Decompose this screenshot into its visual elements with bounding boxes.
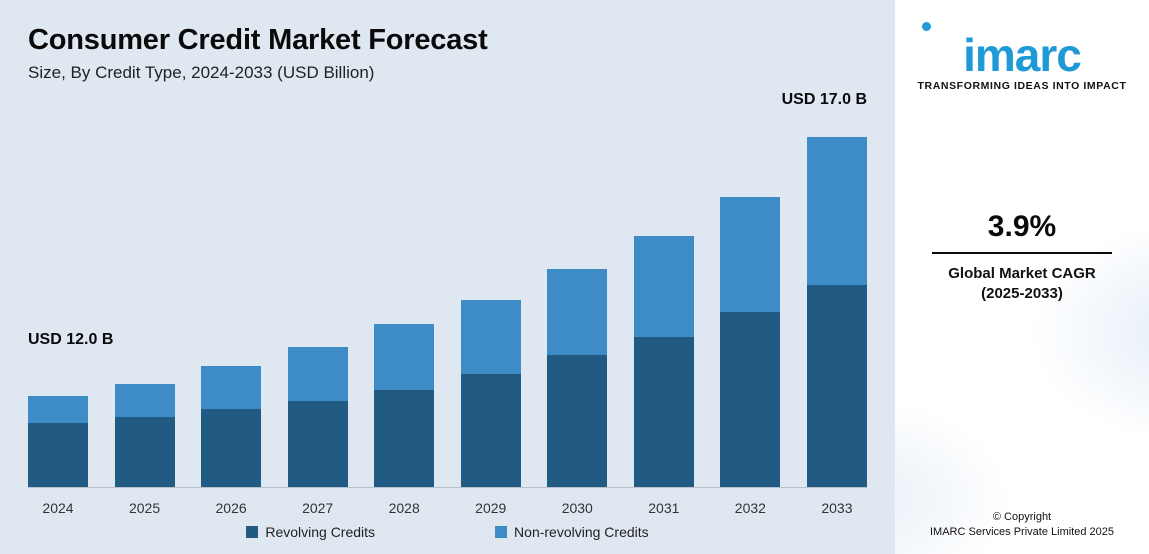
cagr-label-line1: Global Market CAGR bbox=[948, 265, 1096, 282]
chart-panel: Consumer Credit Market Forecast Size, By… bbox=[0, 0, 895, 554]
last-bar-value-label: USD 17.0 B bbox=[782, 91, 867, 109]
bar-segment-nonrevolving bbox=[28, 396, 88, 423]
x-axis-label: 2030 bbox=[547, 500, 607, 516]
legend-swatch-nonrevolving bbox=[495, 526, 507, 538]
bar bbox=[288, 347, 348, 487]
legend-swatch-revolving bbox=[246, 526, 258, 538]
bar-segment-nonrevolving bbox=[720, 197, 780, 312]
logo: imarc TRANSFORMING IDEAS INTO IMPACT bbox=[918, 24, 1127, 92]
bar bbox=[807, 137, 867, 487]
legend-item-revolving: Revolving Credits bbox=[246, 524, 375, 540]
x-axis-label: 2033 bbox=[807, 500, 867, 516]
side-panel: imarc TRANSFORMING IDEAS INTO IMPACT 3.9… bbox=[895, 0, 1149, 554]
x-axis-label: 2032 bbox=[720, 500, 780, 516]
bar-segment-nonrevolving bbox=[115, 384, 175, 417]
legend: Revolving Credits Non-revolving Credits bbox=[28, 524, 867, 540]
bar-segment-nonrevolving bbox=[547, 269, 607, 355]
bar-segment-nonrevolving bbox=[634, 236, 694, 337]
bar bbox=[374, 324, 434, 487]
bar bbox=[547, 269, 607, 487]
logo-text: imarc bbox=[963, 29, 1081, 81]
copyright: © Copyright IMARC Services Private Limit… bbox=[895, 510, 1149, 540]
x-axis-label: 2027 bbox=[288, 500, 348, 516]
bar-segment-revolving bbox=[28, 423, 88, 487]
bar-segment-revolving bbox=[807, 285, 867, 487]
copyright-line2: IMARC Services Private Limited 2025 bbox=[930, 526, 1114, 538]
cagr-label: Global Market CAGR (2025-2033) bbox=[932, 264, 1112, 305]
bar bbox=[115, 384, 175, 487]
x-axis-label: 2026 bbox=[201, 500, 261, 516]
bar-segment-revolving bbox=[720, 312, 780, 487]
bar-segment-revolving bbox=[547, 355, 607, 487]
cagr-value: 3.9% bbox=[932, 210, 1112, 254]
logo-wordmark: imarc bbox=[918, 24, 1127, 78]
bar bbox=[28, 396, 88, 487]
x-axis-label: 2025 bbox=[115, 500, 175, 516]
bar-segment-revolving bbox=[374, 390, 434, 487]
cagr-label-line2: (2025-2033) bbox=[981, 285, 1063, 302]
bar bbox=[201, 366, 261, 487]
chart-title: Consumer Credit Market Forecast bbox=[28, 24, 867, 57]
x-axis-label: 2031 bbox=[634, 500, 694, 516]
x-axis-labels: 2024 2025 2026 2027 2028 2029 2030 2031 2032 2033 bbox=[28, 500, 867, 516]
x-axis-label: 2029 bbox=[461, 500, 521, 516]
bar bbox=[634, 236, 694, 487]
side-content: imarc TRANSFORMING IDEAS INTO IMPACT 3.9… bbox=[895, 0, 1149, 554]
bar-segment-revolving bbox=[634, 337, 694, 487]
bar bbox=[720, 197, 780, 487]
bar-segment-revolving bbox=[288, 401, 348, 487]
x-axis-label: 2028 bbox=[374, 500, 434, 516]
logo-tagline: TRANSFORMING IDEAS INTO IMPACT bbox=[918, 80, 1127, 92]
legend-label-revolving: Revolving Credits bbox=[265, 524, 375, 540]
plot-area: USD 12.0 B USD 17.0 B 202420252026202720… bbox=[28, 99, 867, 516]
copyright-line1: © Copyright bbox=[993, 511, 1051, 523]
bar-segment-nonrevolving bbox=[288, 347, 348, 401]
bars-row bbox=[28, 138, 867, 488]
logo-dot-icon bbox=[922, 22, 931, 31]
bar-segment-revolving bbox=[201, 409, 261, 487]
cagr-block: 3.9% Global Market CAGR (2025-2033) bbox=[932, 210, 1112, 305]
bar-segment-nonrevolving bbox=[807, 137, 867, 285]
legend-label-nonrevolving: Non-revolving Credits bbox=[514, 524, 649, 540]
bar-segment-revolving bbox=[461, 374, 521, 487]
chart-subtitle: Size, By Credit Type, 2024-2033 (USD Bil… bbox=[28, 63, 867, 83]
bar-segment-nonrevolving bbox=[374, 324, 434, 390]
bar bbox=[461, 300, 521, 487]
x-axis-label: 2024 bbox=[28, 500, 88, 516]
legend-item-nonrevolving: Non-revolving Credits bbox=[495, 524, 649, 540]
bar-segment-nonrevolving bbox=[461, 300, 521, 374]
bar-segment-revolving bbox=[115, 417, 175, 487]
bar-segment-nonrevolving bbox=[201, 366, 261, 409]
